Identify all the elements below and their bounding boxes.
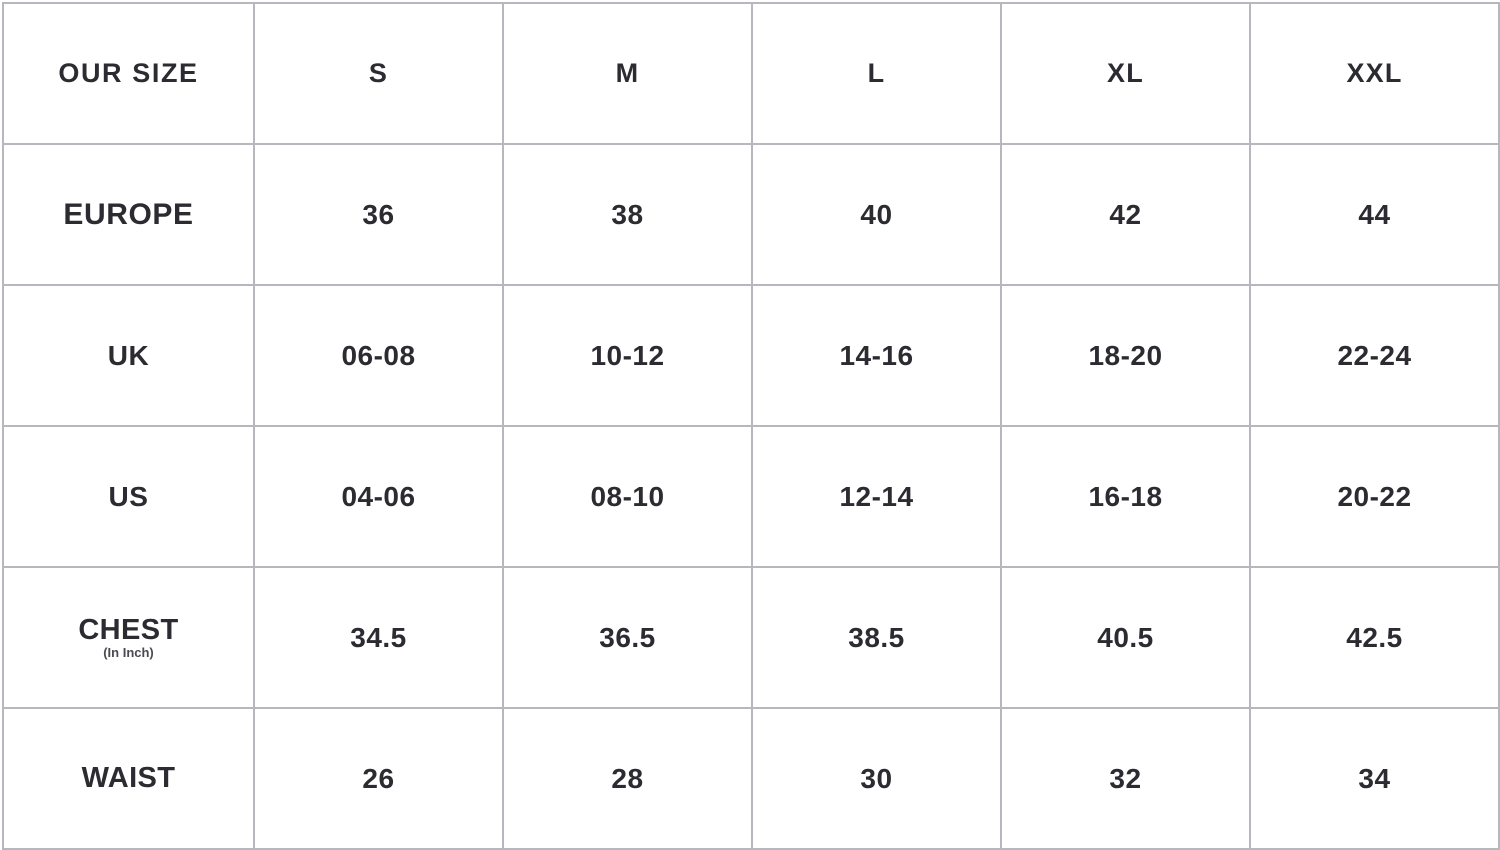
cell-uk-l: 14-16 xyxy=(751,284,1002,427)
cell-chest-m: 36.5 xyxy=(502,566,753,709)
cell-chest-s: 34.5 xyxy=(253,566,504,709)
table-header-row: OUR SIZE S M L XL XXL xyxy=(2,2,1500,145)
cell-europe-m: 38 xyxy=(502,143,753,286)
cell-uk-xl: 18-20 xyxy=(1000,284,1251,427)
cell-chest-l: 38.5 xyxy=(751,566,1002,709)
row-label-europe: EUROPE xyxy=(2,143,255,286)
cell-europe-s: 36 xyxy=(253,143,504,286)
row-label-chest-unit: (In Inch) xyxy=(103,645,154,661)
table-row: EUROPE 36 38 40 42 44 xyxy=(2,143,1500,286)
header-cell-our-size: OUR SIZE xyxy=(2,2,255,145)
cell-waist-s: 26 xyxy=(253,707,504,850)
cell-europe-xxl: 44 xyxy=(1249,143,1500,286)
cell-waist-xxl: 34 xyxy=(1249,707,1500,850)
table-row: CHEST (In Inch) 34.5 36.5 38.5 40.5 42.5 xyxy=(2,566,1500,709)
cell-europe-xl: 42 xyxy=(1000,143,1251,286)
cell-chest-xl: 40.5 xyxy=(1000,566,1251,709)
cell-waist-xl: 32 xyxy=(1000,707,1251,850)
row-label-waist: WAIST xyxy=(2,707,255,850)
cell-chest-xxl: 42.5 xyxy=(1249,566,1500,709)
cell-uk-m: 10-12 xyxy=(502,284,753,427)
cell-us-m: 08-10 xyxy=(502,425,753,568)
cell-us-s: 04-06 xyxy=(253,425,504,568)
cell-us-l: 12-14 xyxy=(751,425,1002,568)
table-row: US 04-06 08-10 12-14 16-18 20-22 xyxy=(2,425,1500,568)
header-cell-xl: XL xyxy=(1000,2,1251,145)
row-label-chest: CHEST (In Inch) xyxy=(2,566,255,709)
header-cell-xxl: XXL xyxy=(1249,2,1500,145)
cell-waist-m: 28 xyxy=(502,707,753,850)
cell-uk-s: 06-08 xyxy=(253,284,504,427)
header-cell-s: S xyxy=(253,2,504,145)
cell-us-xxl: 20-22 xyxy=(1249,425,1500,568)
header-cell-l: L xyxy=(751,2,1002,145)
cell-uk-xxl: 22-24 xyxy=(1249,284,1500,427)
row-label-chest-text: CHEST xyxy=(78,613,179,646)
cell-us-xl: 16-18 xyxy=(1000,425,1251,568)
cell-europe-l: 40 xyxy=(751,143,1002,286)
cell-waist-l: 30 xyxy=(751,707,1002,850)
row-label-uk: UK xyxy=(2,284,255,427)
header-cell-m: M xyxy=(502,2,753,145)
table-row: UK 06-08 10-12 14-16 18-20 22-24 xyxy=(2,284,1500,427)
table-row: WAIST 26 28 30 32 34 xyxy=(2,707,1500,850)
row-label-us: US xyxy=(2,425,255,568)
